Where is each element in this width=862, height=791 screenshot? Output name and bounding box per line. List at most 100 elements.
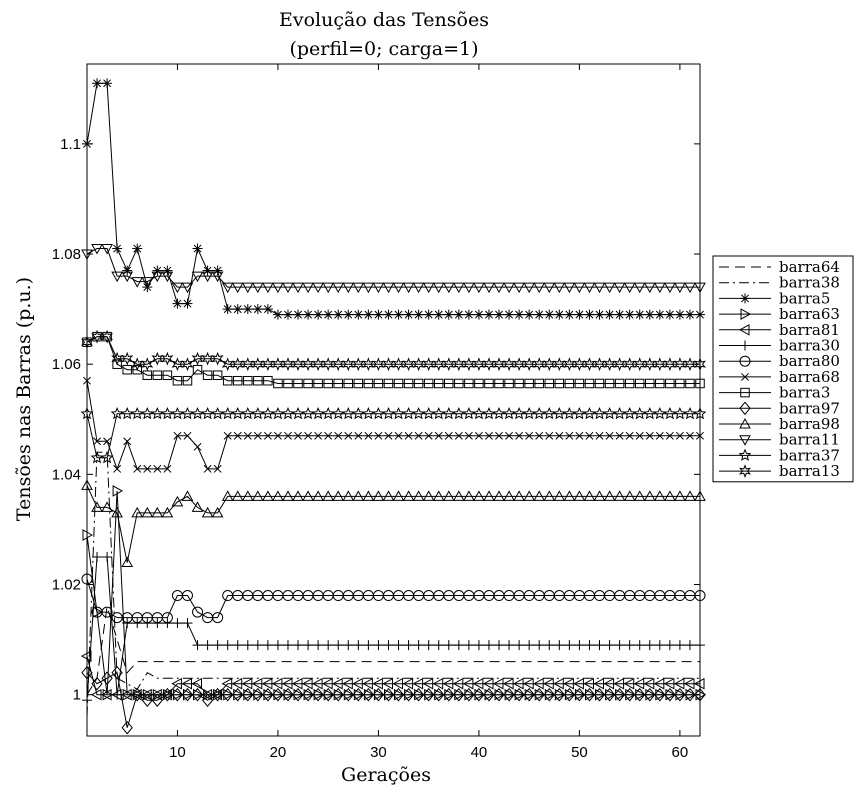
data-point <box>443 640 454 651</box>
data-point <box>262 687 274 702</box>
data-point <box>101 671 113 685</box>
data-point <box>211 687 224 702</box>
data-point <box>452 282 465 294</box>
data-point <box>740 308 752 320</box>
data-point <box>291 677 303 690</box>
legend-label: barra37 <box>779 446 840 464</box>
y-axis-label: Tensões nas Barras (p.u.) <box>13 277 35 521</box>
data-point <box>102 551 113 562</box>
data-point <box>545 431 554 440</box>
data-point <box>263 375 273 386</box>
data-point <box>141 506 154 518</box>
data-point <box>342 687 354 702</box>
x-tick-label: 40 <box>471 744 488 761</box>
data-point <box>132 364 142 375</box>
data-point <box>100 451 114 464</box>
data-point <box>523 490 536 501</box>
data-point <box>432 282 445 294</box>
data-point <box>614 378 625 389</box>
data-point <box>613 687 626 702</box>
data-point <box>253 375 263 386</box>
data-point <box>392 490 405 501</box>
data-point <box>494 640 505 651</box>
data-point <box>251 490 264 501</box>
data-point <box>110 407 124 420</box>
data-point <box>383 309 394 320</box>
x-tick-label: 20 <box>270 744 287 761</box>
data-point <box>231 677 243 690</box>
data-point <box>413 378 424 389</box>
data-point <box>332 490 345 501</box>
data-point <box>582 407 596 420</box>
data-point <box>574 640 585 651</box>
data-point <box>90 450 104 464</box>
data-point <box>474 378 484 389</box>
data-point <box>201 693 214 707</box>
data-point <box>738 464 752 479</box>
data-point <box>493 490 505 501</box>
data-point <box>213 464 222 473</box>
data-point <box>604 378 615 389</box>
data-point <box>412 687 425 702</box>
data-point <box>293 640 304 651</box>
data-point <box>504 309 515 320</box>
data-point <box>524 378 534 389</box>
data-point <box>512 407 526 420</box>
data-point <box>252 687 264 702</box>
data-point <box>603 407 617 420</box>
data-point <box>462 407 476 420</box>
data-point <box>525 431 534 440</box>
data-point <box>91 244 103 255</box>
legend-item-barra3: barra3 <box>719 384 830 402</box>
data-point <box>402 490 415 501</box>
data-point <box>595 431 604 440</box>
data-point <box>452 490 465 501</box>
data-point <box>603 490 616 501</box>
data-point <box>181 407 194 420</box>
chart-legend: barra64barra38barra5barra63barra81barra3… <box>712 255 854 483</box>
data-point <box>675 378 685 389</box>
data-point <box>321 407 335 420</box>
x-tick-label: 10 <box>169 744 186 761</box>
data-point <box>352 677 363 690</box>
data-point <box>573 490 586 501</box>
data-point <box>382 687 395 702</box>
data-point <box>583 282 596 294</box>
legend-label: barra64 <box>779 258 840 276</box>
data-point <box>464 378 474 389</box>
data-point <box>483 640 494 651</box>
data-point <box>282 282 294 294</box>
data-point <box>573 677 584 690</box>
data-point <box>201 506 214 518</box>
data-point <box>412 282 425 294</box>
data-point <box>262 640 273 651</box>
data-point <box>464 431 473 440</box>
data-point <box>374 431 383 440</box>
data-point <box>433 378 444 389</box>
data-point <box>645 431 654 440</box>
data-point <box>543 282 556 294</box>
data-point <box>675 431 684 440</box>
data-point <box>442 490 455 501</box>
chart-subtitle: (perfil=0; carga=1) <box>289 38 478 60</box>
data-point <box>151 688 162 701</box>
data-point <box>674 490 686 501</box>
data-point <box>684 309 695 320</box>
data-point <box>173 431 182 440</box>
data-point <box>584 309 595 320</box>
data-point <box>653 407 667 420</box>
legend-item-barra81: barra81 <box>719 321 840 339</box>
series-line <box>86 556 700 701</box>
y-tick-label: 1.04 <box>52 466 81 483</box>
series-line <box>86 336 700 384</box>
legend-label: barra5 <box>779 289 830 307</box>
data-point <box>523 282 536 294</box>
data-point <box>392 407 406 420</box>
data-point <box>623 407 637 420</box>
data-point <box>191 501 204 512</box>
legend-label: barra30 <box>779 337 840 355</box>
data-point <box>191 687 204 702</box>
data-point <box>624 640 635 651</box>
data-point <box>101 244 113 255</box>
data-point <box>231 282 244 294</box>
